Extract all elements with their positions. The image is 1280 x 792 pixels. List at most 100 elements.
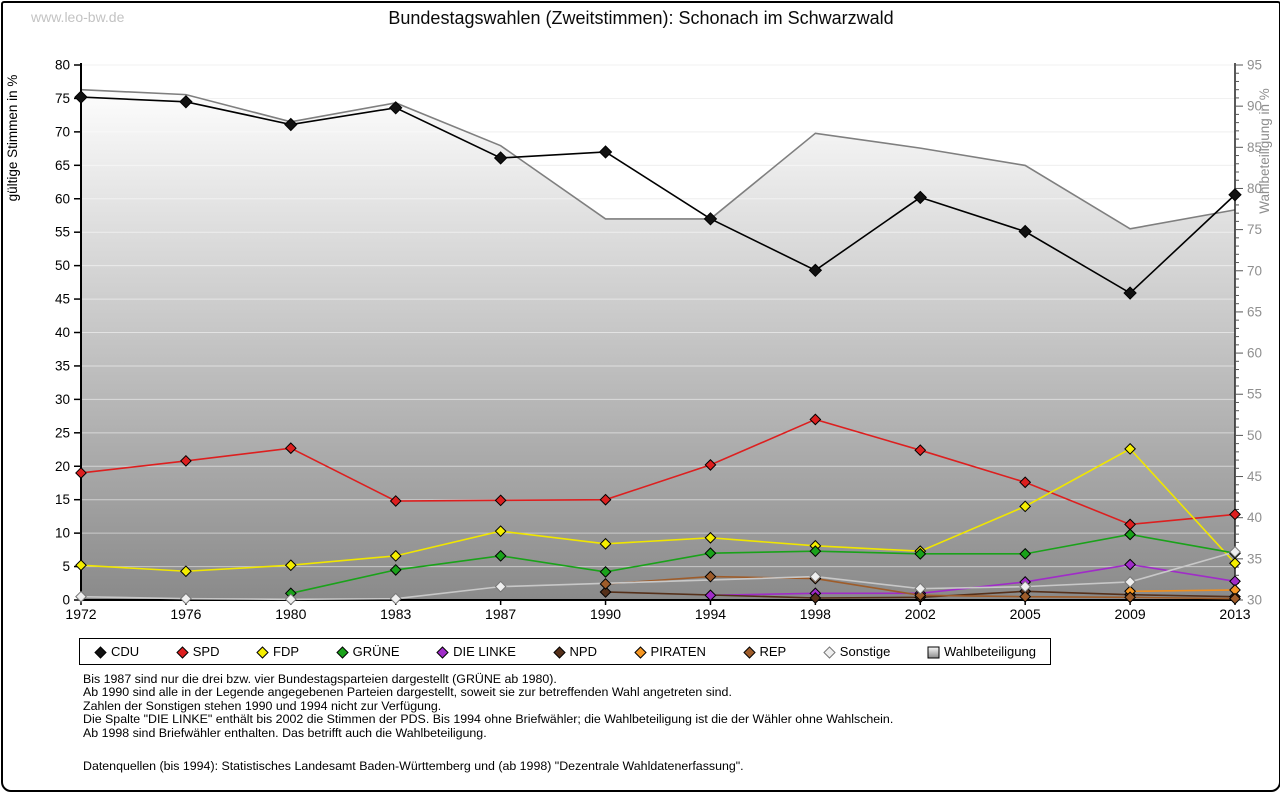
left-tick-label: 75 (55, 91, 70, 106)
data-point-REP-1990 (599, 578, 612, 590)
x-tick-label: 2013 (1219, 606, 1250, 622)
right-tick-label: 85 (1247, 140, 1262, 155)
data-point-Sonstige-2002 (914, 582, 927, 595)
footnote-line: Die Spalte "DIE LINKE" enthält bis 2002 … (83, 712, 894, 727)
right-tick-label: 30 (1247, 593, 1262, 608)
legend-label: SPD (192, 644, 220, 659)
data-point-SPD-1990 (599, 493, 612, 506)
legend-label: Wahlbeteiligung (943, 644, 1036, 659)
election-line-chart: 0 5 10 15 20 25 30 35 40 45 50 55 60 65 70 75 80 30 35 40 45… (5, 58, 1272, 623)
right-tick-label: 60 (1247, 346, 1262, 361)
data-point-SPD-1976 (180, 454, 192, 467)
x-tick-label: 1976 (170, 606, 201, 622)
series-line-PIRATEN (1130, 589, 1236, 593)
right-axis-title: Wahlbeteiligung in % (1257, 88, 1272, 214)
left-tick-label: 55 (55, 225, 70, 240)
data-point-FDP-1983 (389, 549, 402, 562)
left-tick-label: 15 (55, 492, 70, 507)
legend-marker-icon (823, 646, 836, 659)
left-tick-label: 60 (55, 191, 70, 206)
data-point-CDU-2005 (1018, 224, 1032, 239)
footnotes: Bis 1987 sind nur die drei bzw. vier Bun… (83, 672, 894, 774)
data-point-GRÜNE-1990 (599, 566, 612, 578)
data-point-Sonstige-2005 (1019, 580, 1032, 593)
x-tick-label: 2005 (1010, 606, 1041, 622)
watermark-link[interactable]: www.leo-bw.de (31, 9, 125, 25)
legend-item-Sonstige: Sonstige (823, 644, 891, 659)
legend-item-GRÜNE: GRÜNE (335, 644, 400, 659)
legend-label: REP (759, 644, 787, 659)
legend-item-PIRATEN: PIRATEN (633, 644, 706, 659)
data-point-GRÜNE-2002 (914, 547, 927, 560)
legend-item-REP: REP (742, 644, 787, 659)
data-point-CDU-1980 (284, 117, 298, 132)
left-tick-label: 50 (55, 258, 70, 273)
data-point-SPD-1998 (809, 413, 822, 426)
legend-label: DIE LINKE (453, 644, 516, 659)
legend-label: Sonstige (839, 644, 891, 659)
data-point-DIE LINKE-2009 (1124, 558, 1136, 571)
data-point-Sonstige-1972 (75, 590, 87, 603)
data-point-REP-1994 (704, 570, 717, 583)
data-point-REP-2013 (1229, 592, 1241, 605)
data-point-FDP-1980 (284, 559, 297, 572)
legend-label: PIRATEN (650, 644, 706, 659)
data-point-FDP-1987 (494, 525, 507, 538)
series-line-NPD (605, 590, 1236, 599)
data-point-FDP-2005 (1019, 500, 1032, 513)
footnote-line: Zahlen der Sonstigen stehen 1990 und 199… (83, 698, 442, 713)
data-point-Sonstige-1987 (494, 580, 507, 593)
footnote-line: Datenquellen (bis 1994): Statistisches L… (83, 759, 744, 774)
legend-label: GRÜNE (352, 644, 400, 659)
right-tick-label: 35 (1247, 551, 1262, 566)
x-tick-label: 1987 (485, 606, 516, 622)
legend-marker-icon (256, 646, 269, 659)
data-point-Sonstige-2013 (1229, 545, 1241, 558)
left-tick-label: 25 (55, 425, 70, 440)
turnout-line (80, 88, 1236, 230)
left-tick-label: 0 (62, 593, 70, 608)
data-point-DIE LINKE-1994 (704, 589, 717, 602)
data-point-REP-2005 (1019, 590, 1032, 603)
left-tick-label: 45 (55, 292, 70, 307)
series-line-GRÜNE (290, 533, 1236, 595)
data-point-CDU-1987 (493, 151, 508, 165)
x-tick-label: 1972 (65, 606, 96, 622)
right-tick-label: 95 (1247, 58, 1262, 73)
right-tick-label: 50 (1247, 428, 1262, 443)
data-point-Sonstige-1976 (180, 592, 192, 605)
legend-marker-icon (94, 646, 107, 659)
legend-marker-icon (335, 646, 349, 659)
data-point-FDP-1994 (704, 531, 717, 544)
data-point-SPD-1987 (494, 494, 507, 507)
left-tick-label: 70 (55, 124, 70, 139)
left-tick-label: 80 (55, 58, 70, 73)
x-tick-label: 1994 (695, 606, 726, 622)
legend-marker-icon (552, 646, 566, 659)
legend-item-DIE LINKE: DIE LINKE (436, 644, 516, 659)
turnout-area (81, 89, 1235, 600)
data-point-CDU-1994 (703, 212, 718, 226)
left-tick-label: 10 (55, 526, 70, 541)
legend-item-SPD: SPD (176, 644, 220, 659)
data-point-CDU-1990 (598, 145, 613, 159)
data-point-CDU-1983 (389, 101, 403, 115)
data-point-NPD-1990 (599, 586, 612, 598)
legend-marker-icon (742, 646, 756, 659)
legend-label: NPD (569, 644, 597, 659)
series-line-Sonstige (80, 551, 1236, 601)
data-point-CDU-1998 (808, 263, 823, 278)
data-point-SPD-1972 (75, 467, 87, 479)
footnote-gap (83, 740, 893, 760)
data-point-Sonstige-1998 (809, 570, 822, 583)
footnote-line: Ab 1998 sind Briefwähler enthalten. Das … (83, 725, 487, 740)
data-point-CDU-2009 (1123, 286, 1137, 300)
data-point-GRÜNE-1983 (389, 563, 402, 576)
legend-label: FDP (273, 644, 300, 659)
chart-title: Bundestagswahlen (Zweitstimmen): Schonac… (388, 8, 894, 28)
data-point-REP-2009 (1124, 591, 1136, 604)
left-tick-label: 40 (55, 325, 70, 340)
right-tick-label: 65 (1247, 304, 1262, 319)
right-tick-label: 40 (1247, 510, 1262, 525)
legend-item-NPD: NPD (552, 644, 597, 659)
